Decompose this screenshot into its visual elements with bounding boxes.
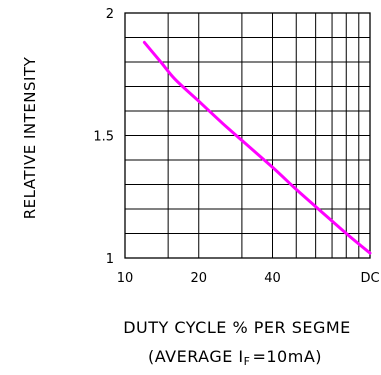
x-axis-title: DUTY CYCLE % PER SEGME <box>123 318 351 337</box>
y-axis-title: RELATIVE INTENSITY <box>21 56 39 219</box>
x-tick-label: 10 <box>117 271 134 286</box>
y-tick-label: 1 <box>106 252 114 267</box>
plot-frame <box>124 12 371 259</box>
x-tick-label: 20 <box>190 271 207 286</box>
x-axis-subtitle: (AVERAGE IF =10mA) <box>148 347 322 368</box>
x-tick-label: DC <box>360 271 379 286</box>
series-line-0 <box>142 40 372 255</box>
x-tick-label: 40 <box>264 271 281 286</box>
series-layer <box>142 40 372 255</box>
y-tick-label: 2 <box>106 7 114 22</box>
y-tick-label: 1.5 <box>93 130 114 145</box>
tick-labels: 10 20 40 DC 1 1.5 2 <box>93 7 379 286</box>
